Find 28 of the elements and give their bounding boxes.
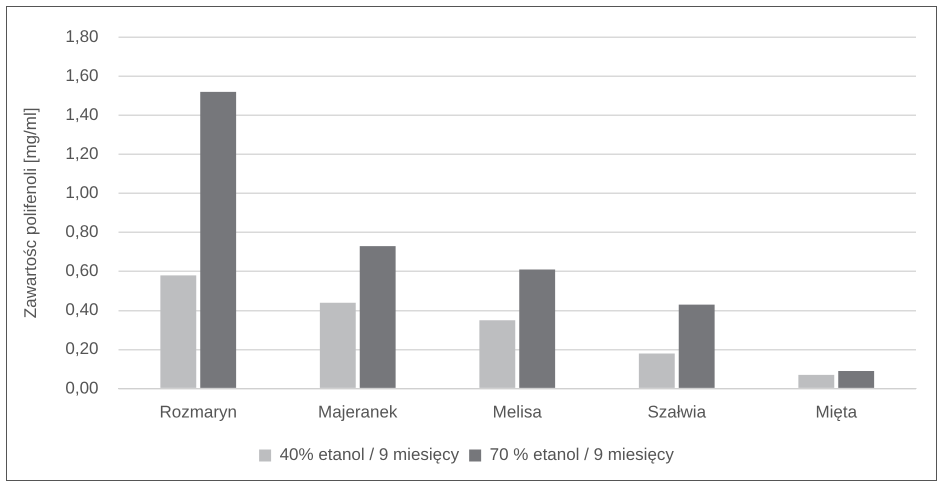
y-tick-label: 0,80 [65, 222, 98, 242]
y-axis-title: Zawartośc polifenoli [mg/ml] [20, 108, 40, 318]
x-tick-label: Majeranek [318, 402, 398, 422]
x-tick-label: Rozmaryn [160, 402, 237, 422]
x-tick-label: Szałwia [647, 402, 707, 422]
bar [360, 246, 396, 388]
bar [798, 374, 834, 388]
legend-label: 70 % etanol / 9 miesięcy [490, 445, 674, 464]
y-tick-label: 1,40 [65, 104, 98, 124]
bar [200, 92, 236, 388]
bar [320, 302, 356, 388]
bar [838, 371, 874, 388]
legend-label: 40% etanol / 9 miesięcy [280, 445, 460, 464]
y-tick-label: 0,00 [65, 378, 98, 398]
bar [519, 270, 556, 388]
y-tick-label: 0,40 [65, 300, 98, 320]
y-tick-label: 1,80 [65, 26, 98, 46]
x-tick-label: Mięta [815, 402, 858, 422]
y-tick-label: 0,60 [65, 261, 98, 280]
bar [160, 275, 196, 388]
y-tick-label: 1,00 [65, 183, 98, 202]
y-tick-label: 1,20 [65, 144, 98, 164]
bar [678, 304, 715, 388]
y-tick-label: 1,60 [65, 66, 98, 85]
bar [479, 320, 516, 388]
bar [638, 353, 675, 388]
y-tick-label: 0,20 [65, 339, 98, 358]
x-tick-label: Melisa [492, 402, 542, 422]
